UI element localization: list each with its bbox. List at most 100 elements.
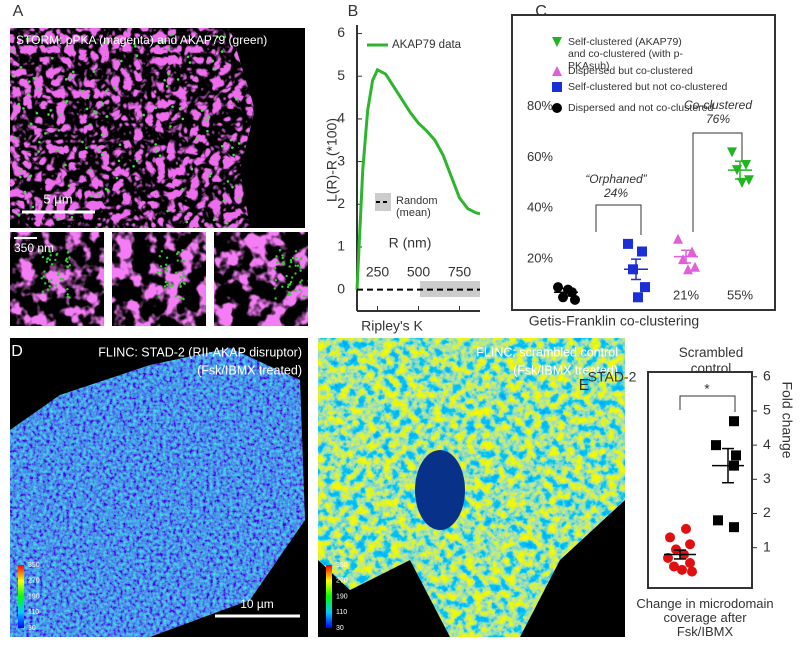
green-dot: [35, 111, 39, 115]
green-dot: [294, 264, 297, 267]
green-dot: [216, 35, 219, 39]
green-dot: [166, 283, 169, 287]
x-tick-label: 500: [407, 264, 431, 280]
nucleus-gap: [415, 450, 465, 530]
point: [687, 566, 697, 577]
cell-right-texture: [318, 338, 625, 637]
green-dot: [209, 172, 212, 176]
point: [553, 282, 563, 293]
green-dot: [178, 107, 182, 111]
green-dot: [23, 190, 27, 194]
green-dot: [157, 295, 161, 299]
caption: FLINC: STAD-2 (RII-AKAP disruptor): [98, 345, 302, 359]
green-dot: [17, 214, 21, 217]
green-dot: [81, 89, 85, 93]
point: [663, 552, 673, 563]
scale-label: 5 µm: [43, 191, 72, 206]
green-dot: [120, 59, 123, 63]
green-dot: [211, 59, 215, 63]
green-dot: [167, 72, 171, 76]
caption: FLINC: scrambled control: [476, 345, 618, 359]
point: [741, 160, 751, 171]
green-dot: [159, 271, 163, 274]
point: [685, 558, 695, 569]
green-dot: [278, 248, 282, 252]
y-axis-label: Fold change: [779, 381, 795, 458]
bracket: [679, 395, 736, 412]
green-dot: [132, 164, 135, 168]
panel-label: D: [11, 343, 23, 360]
green-dot: [41, 290, 45, 293]
point: [623, 238, 633, 249]
point: [637, 246, 647, 257]
green-dot: [299, 281, 302, 284]
green-dot: [44, 282, 47, 285]
green-dot: [28, 175, 32, 178]
green-dot: [133, 42, 136, 46]
green-dot: [288, 265, 291, 268]
point: [711, 440, 721, 451]
green-dot: [41, 255, 45, 259]
annotation: 24%: [603, 186, 628, 200]
x-axis-label: R (nm): [389, 235, 432, 251]
point: [552, 82, 562, 92]
green-dot: [105, 89, 108, 93]
green-dot: [274, 266, 277, 270]
green-dot: [65, 99, 69, 103]
green-dot: [66, 287, 69, 291]
green-dot: [164, 266, 167, 270]
green-dot: [88, 123, 92, 127]
green-dot: [165, 84, 169, 88]
green-dot: [113, 86, 116, 90]
point: [687, 246, 697, 257]
value-label: 55%: [727, 287, 753, 302]
colorbar-label: 190: [28, 593, 40, 600]
storm-background: [230, 28, 305, 228]
colorbar: [326, 565, 332, 628]
green-dot: [289, 260, 293, 264]
y-tick-label: 4: [763, 436, 771, 452]
caption: (Fsk/IBMX treated): [197, 363, 302, 377]
y-tick-label: 4: [337, 110, 345, 126]
colorbar-label: 350: [336, 562, 348, 569]
green-dot: [26, 37, 30, 41]
y-tick-label: 80%: [527, 98, 553, 113]
green-dot: [174, 295, 177, 298]
green-dot: [154, 143, 157, 146]
green-dot: [57, 129, 61, 132]
green-dot: [32, 76, 36, 80]
green-dot: [289, 280, 293, 284]
green-dot: [89, 169, 92, 172]
green-dot: [166, 209, 169, 213]
green-dot: [66, 260, 69, 264]
green-dot: [212, 218, 216, 222]
annotation: “Orphaned”: [585, 172, 647, 186]
y-tick-label: 40%: [527, 200, 553, 215]
green-dot: [226, 180, 230, 183]
green-dot: [294, 272, 297, 275]
green-dot: [157, 41, 161, 44]
green-dot: [273, 287, 276, 290]
green-dot: [13, 136, 17, 140]
point: [744, 175, 754, 186]
green-dot: [17, 102, 21, 106]
green-dot: [81, 140, 84, 144]
green-dot: [274, 297, 277, 300]
green-dot: [68, 256, 71, 259]
green-dot: [37, 38, 41, 41]
green-dot: [164, 280, 168, 284]
green-dot: [92, 70, 96, 73]
point: [570, 294, 580, 305]
legend-label: Random (mean): [396, 195, 438, 219]
value-label: 21%: [673, 287, 699, 302]
green-dot: [167, 280, 171, 283]
green-dot: [207, 115, 210, 119]
green-dot: [180, 280, 183, 283]
legend-label: AKAP79 data: [392, 39, 462, 51]
legend-label: Self-clustered (AKAP79) and co-clustered…: [568, 36, 683, 72]
green-dot: [67, 265, 70, 268]
point: [633, 292, 643, 303]
green-dot: [47, 113, 50, 116]
green-dot: [291, 256, 295, 260]
